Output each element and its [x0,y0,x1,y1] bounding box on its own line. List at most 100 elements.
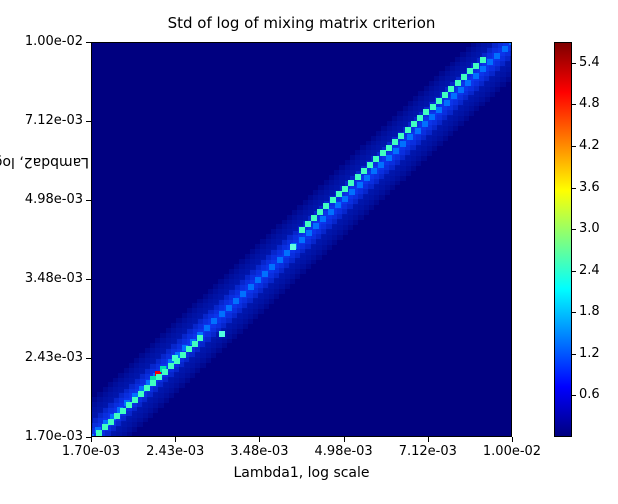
heat-cell [269,264,275,270]
heat-cell [336,191,342,197]
heat-cell [277,257,283,263]
heat-cell [233,298,239,304]
colorbar-tick-label: 5.4 [579,55,600,70]
colorbar-tick-label: 0.6 [579,387,600,402]
heat-cell [150,380,156,386]
heat-cell [436,98,442,104]
heat-cell [240,291,246,297]
colorbar-tick-label: 1.8 [579,304,600,319]
heat-cell [262,271,268,277]
heat-cell [219,311,225,317]
heat-cell [444,100,450,106]
heat-cell [398,133,404,139]
heat-cell [306,230,312,236]
heat-cell [290,244,296,250]
heat-cell [162,369,168,375]
heat-cell [480,66,486,72]
x-tick-label: 4.98e-03 [314,445,374,458]
y-axis-label-text: Lambda2, log scale [0,153,89,169]
heat-cell [380,150,386,156]
heat-cell [156,374,162,380]
colorbar-tick [572,271,576,272]
colorbar-tick [572,188,576,189]
x-axis-label: Lambda1, log scale [91,465,512,481]
colorbar-tick-label: 3.6 [579,180,600,195]
heat-cell [108,419,114,425]
heat-cell [367,162,373,168]
colorbar-tick-label: 1.2 [579,346,600,361]
y-tick [86,358,91,359]
heat-cell [400,141,406,147]
colorbar-tick-label: 3.0 [579,221,600,236]
heat-cell [313,223,319,229]
colorbar-tick [572,104,576,105]
heat-cell [423,109,429,115]
heat-cell [320,216,326,222]
heat-cell [373,156,379,162]
heat-cell [192,341,198,347]
colorbar [554,42,572,437]
heat-cell [386,155,392,161]
x-tick [259,437,260,442]
heat-cell [180,352,186,358]
heat-cell [407,134,413,140]
heat-cell [509,42,512,45]
heat-cell [386,145,392,151]
colorbar-tick [572,146,576,147]
y-tick-label: 1.70e-03 [25,430,83,443]
heat-cell [458,87,464,93]
y-tick-label: 3.48e-03 [25,272,83,285]
heat-cell [378,162,384,168]
heat-cell [502,46,508,52]
heat-cell [204,325,210,331]
colorbar-tick-label: 4.8 [579,96,600,111]
heat-cell [448,86,454,92]
heat-cell [342,196,348,202]
heat-cell [467,68,473,74]
heat-cell [219,331,225,337]
heat-cell [126,402,132,408]
heat-cell [371,168,377,174]
x-tick [175,437,176,442]
heat-cell [168,363,174,369]
heat-cell [393,148,399,154]
y-tick-label: 1.00e-02 [25,35,83,48]
colorbar-tick [572,229,576,230]
heat-cell [197,335,203,341]
heat-cell [317,209,323,215]
colorbar-tick [572,395,576,396]
heat-cell [349,189,355,195]
heat-cell [357,182,363,188]
colorbar-tick [572,354,576,355]
heat-cell [284,250,290,256]
heat-cell [473,73,479,79]
x-tick [512,437,513,442]
colorbar-tick-label: 2.4 [579,263,600,278]
heat-cell [429,114,435,120]
heat-cell [132,397,138,403]
heat-cell [102,424,108,430]
x-tick-label: 3.48e-03 [229,445,289,458]
heat-cell [299,227,305,233]
heat-cell [430,104,436,110]
heat-cell [330,197,336,203]
heat-cell [461,74,467,80]
heat-cell [455,80,461,86]
heatmap-plot-area [91,42,512,437]
x-tick-label: 1.70e-03 [61,445,121,458]
heat-cell [120,408,126,414]
colorbar-tick [572,312,576,313]
heat-cell [436,107,442,113]
x-tick [91,437,92,442]
y-tick [86,42,91,43]
heat-cell [323,203,329,209]
heat-cell [114,413,120,419]
y-tick [86,200,91,201]
heat-cell [465,80,471,86]
heat-cell [311,215,317,221]
heat-cell [211,318,217,324]
heat-cell [355,174,361,180]
heat-cell [348,180,354,186]
heat-cell [342,186,348,192]
heat-cell [415,128,421,134]
